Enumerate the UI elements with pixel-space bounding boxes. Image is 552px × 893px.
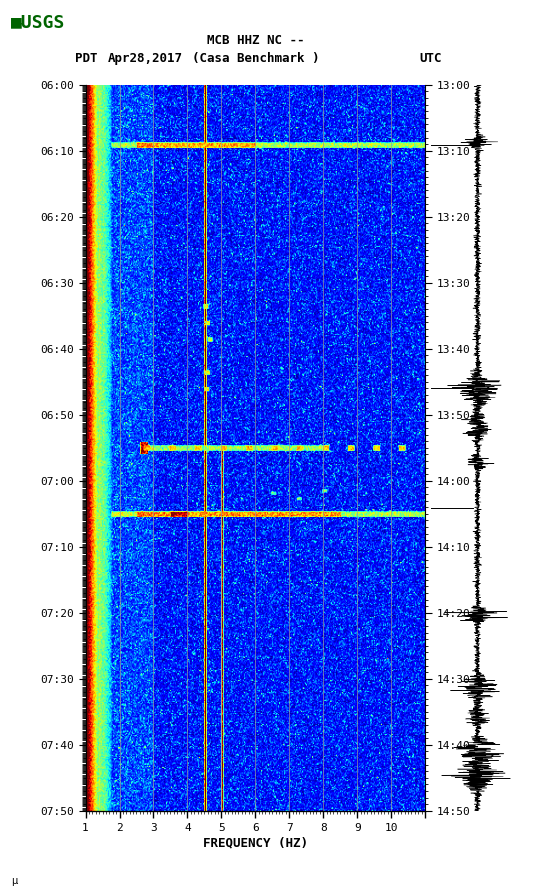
Text: (Casa Benchmark ): (Casa Benchmark )	[192, 52, 319, 64]
Text: ■USGS: ■USGS	[11, 13, 66, 31]
Text: μ: μ	[11, 876, 17, 886]
Text: UTC: UTC	[420, 52, 442, 64]
Text: MCB HHZ NC --: MCB HHZ NC --	[206, 34, 304, 46]
Text: Apr28,2017: Apr28,2017	[108, 52, 183, 64]
Text: PDT: PDT	[75, 52, 97, 64]
X-axis label: FREQUENCY (HZ): FREQUENCY (HZ)	[203, 837, 308, 850]
